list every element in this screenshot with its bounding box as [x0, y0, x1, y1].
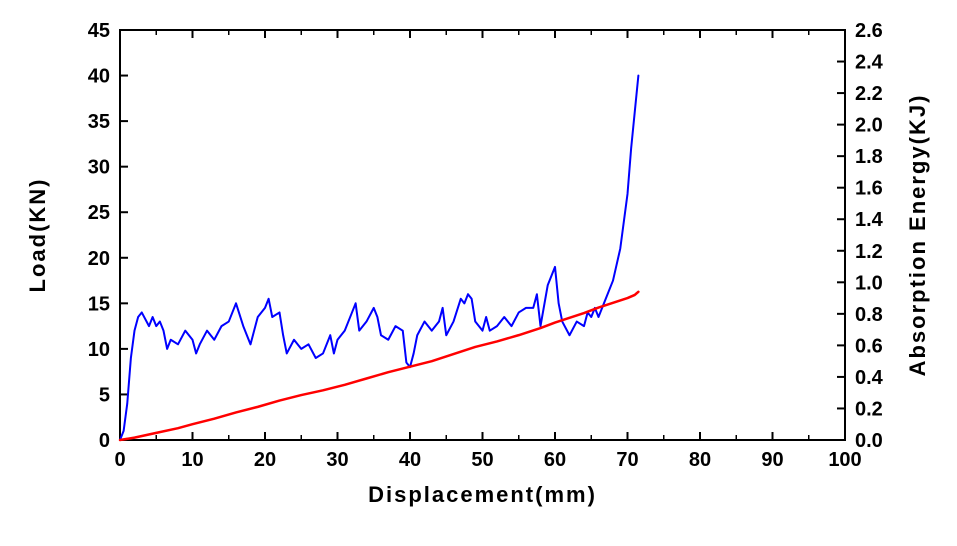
x-tick-label: 70: [616, 449, 638, 471]
yl-tick-label: 20: [88, 248, 110, 270]
yr-tick-label: 2.2: [855, 83, 883, 105]
x-axis-label: Displacement(mm): [368, 482, 597, 507]
yr-tick-label: 1.2: [855, 241, 883, 263]
yl-tick-label: 35: [88, 111, 110, 133]
yr-tick-label: 2.6: [855, 20, 883, 42]
series-load: [120, 76, 638, 440]
yl-tick-label: 30: [88, 157, 110, 179]
yr-tick-label: 1.6: [855, 178, 883, 200]
x-tick-label: 50: [471, 449, 493, 471]
x-tick-label: 20: [254, 449, 276, 471]
yr-axis-label: Absorption Energy(KJ): [905, 94, 930, 377]
chart-svg: 0 10 20 30 40 50 60 70 80 90 100 Displacement(mm) 0 5…: [0, 0, 957, 546]
x-tick-label: 90: [761, 449, 783, 471]
x-tick-label: 100: [828, 449, 861, 471]
x-tick-label: 40: [399, 449, 421, 471]
x-tick-label: 80: [689, 449, 711, 471]
yl-tick-label: 0: [99, 430, 110, 452]
yl-tick-label: 40: [88, 66, 110, 88]
yr-tick-label: 0.4: [855, 367, 884, 389]
x-tick-label: 0: [114, 449, 125, 471]
yl-tick-label: 10: [88, 339, 110, 361]
yr-tick-label: 1.4: [855, 209, 884, 231]
yl-tick-label: 15: [88, 293, 110, 315]
yl-axis-label: Load(KN): [25, 178, 50, 293]
yr-tick-label: 0.0: [855, 430, 883, 452]
yr-tick-label: 0.2: [855, 398, 883, 420]
x-tick-label: 30: [326, 449, 348, 471]
x-tick-label: 60: [544, 449, 566, 471]
yl-tick-label: 45: [88, 20, 110, 42]
yl-tick-label: 25: [88, 202, 110, 224]
yr-tick-label: 0.8: [855, 304, 883, 326]
chart-container: 0 10 20 30 40 50 60 70 80 90 100 Displacement(mm) 0 5…: [0, 0, 957, 546]
yl-tick-label: 5: [99, 384, 110, 406]
yr-tick-label: 2.0: [855, 115, 883, 137]
plot-border: [120, 30, 845, 440]
x-tick-label: 10: [181, 449, 203, 471]
yr-tick-label: 1.0: [855, 272, 883, 294]
yr-tick-label: 2.4: [855, 52, 884, 74]
yr-tick-label: 0.6: [855, 335, 883, 357]
yr-tick-label: 1.8: [855, 146, 883, 168]
